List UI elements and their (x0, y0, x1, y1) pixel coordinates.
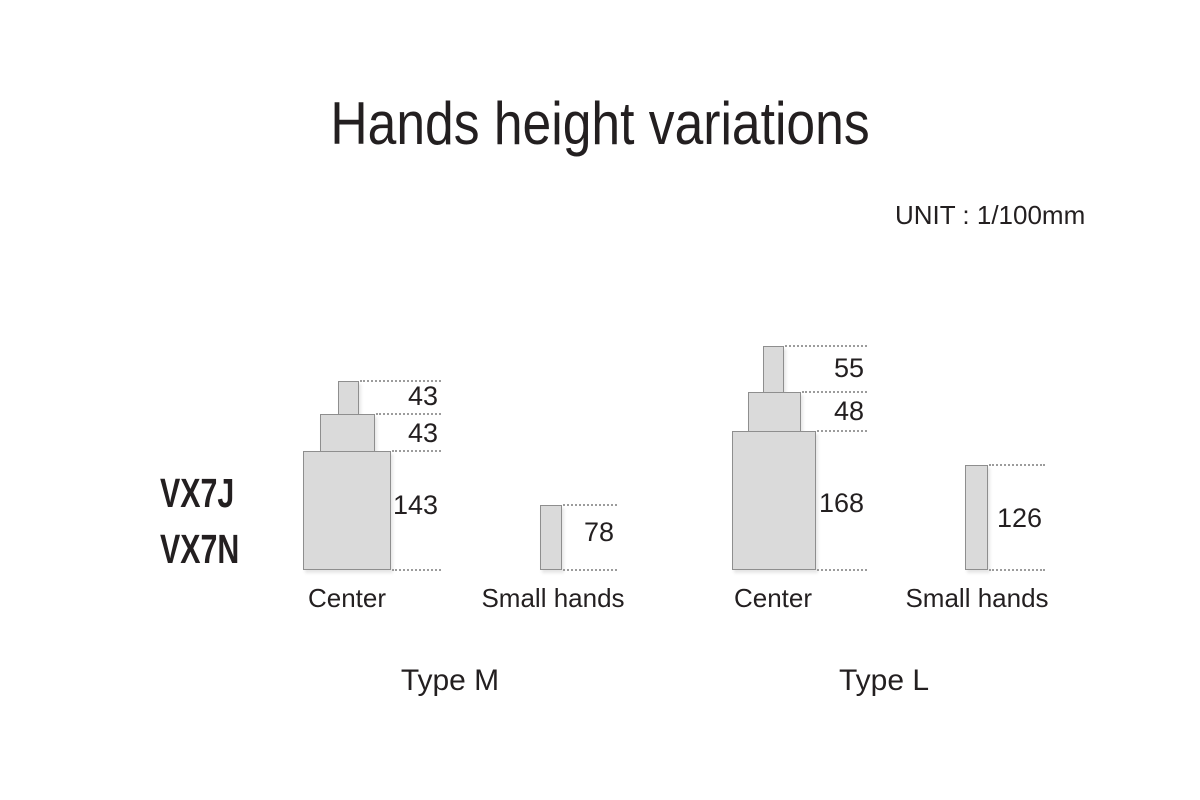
dimension-leader-line (817, 430, 867, 432)
dimension-leader-line (563, 504, 617, 506)
dimension-value: 143 (392, 490, 438, 520)
dimension-value: 43 (407, 418, 438, 448)
dimension-leader-line (563, 569, 617, 571)
small-hands-label: Small hands (905, 583, 1049, 613)
dimension-value: 78 (583, 517, 614, 547)
type-label: Type M (400, 664, 500, 697)
small-hands-shape (965, 465, 988, 570)
page-title: Hands height variations (330, 90, 870, 157)
small-hands-shape (540, 505, 562, 570)
dimension-value: 43 (407, 381, 438, 411)
dimension-value: 55 (833, 353, 864, 383)
type-label: Type L (838, 664, 930, 697)
dimension-leader-line (392, 450, 441, 452)
small-hands-label: Small hands (481, 583, 625, 613)
dimension-leader-line (376, 413, 441, 415)
dimension-leader-line (989, 569, 1045, 571)
dimension-leader-line (360, 380, 441, 382)
center-tier-middle-shape (320, 414, 375, 452)
center-label: Center (307, 583, 387, 613)
dimension-value: 168 (818, 488, 864, 518)
center-tier-top-shape (338, 381, 359, 415)
center-tier-bottom-shape (732, 431, 816, 570)
unit-label: UNIT : 1/100mm (895, 200, 1086, 230)
center-label: Center (733, 583, 813, 613)
center-tier-middle-shape (748, 392, 801, 432)
dimension-leader-line (989, 464, 1045, 466)
dimension-value: 126 (996, 503, 1042, 533)
center-tier-bottom-shape (303, 451, 391, 570)
dimension-leader-line (392, 569, 441, 571)
model-label-vx7j: VX7J (160, 470, 235, 516)
model-label-vx7n: VX7N (160, 526, 240, 572)
center-tier-top-shape (763, 346, 784, 393)
dimension-value: 48 (833, 396, 864, 426)
dimension-leader-line (802, 391, 867, 393)
dimension-leader-line (817, 569, 867, 571)
dimension-leader-line (785, 345, 867, 347)
